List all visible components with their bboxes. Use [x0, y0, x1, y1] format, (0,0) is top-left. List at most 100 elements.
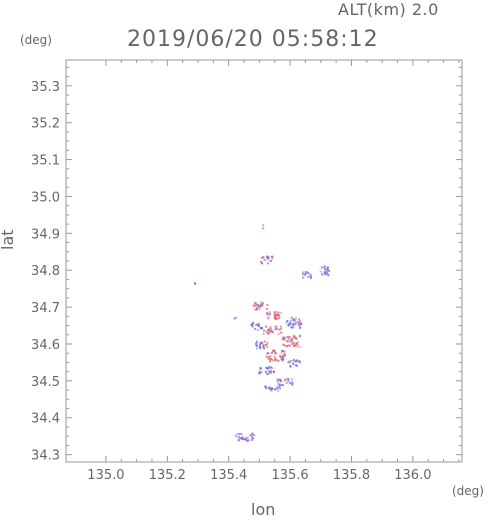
x-axis-label: lon: [251, 500, 276, 519]
y-tick-label: 34.7: [31, 301, 60, 316]
echo-pixel: [259, 345, 261, 348]
echo-pixel: [326, 267, 329, 270]
echo-pixel: [265, 343, 268, 346]
echo-pixel: [295, 342, 298, 345]
echo-pixel: [275, 318, 278, 321]
echo-pixel: [277, 359, 280, 362]
echo-pixel: [287, 337, 290, 340]
echo-pixel: [298, 345, 301, 348]
y-tick-label: 35.2: [31, 117, 60, 132]
echo-pixel: [265, 366, 268, 369]
echo-pixel: [292, 362, 294, 365]
echo-pixel: [320, 266, 323, 269]
echo-pixel: [237, 439, 240, 442]
echo-pixel: [268, 352, 271, 355]
echo-pixel: [269, 360, 271, 363]
echo-pixel: [281, 343, 284, 346]
echo-pixel: [287, 379, 290, 382]
echo-pixel: [321, 273, 324, 276]
echo-pixel: [236, 433, 239, 435]
echo-pixel: [267, 257, 270, 260]
x-tick-label: 135.4: [210, 468, 247, 483]
echo-pixel: [290, 360, 293, 363]
echo-pixel: [285, 378, 288, 381]
echo-pixel: [278, 328, 281, 331]
echo-pixel: [270, 371, 273, 374]
echo-pixel: [283, 379, 286, 382]
echo-pixel: [294, 323, 297, 326]
echo-pixel: [285, 382, 288, 384]
echo-pixel: [269, 355, 272, 358]
echo-pixel: [268, 387, 270, 389]
echo-pixel: [255, 303, 258, 306]
echo-pixel: [289, 365, 292, 368]
echo-pixel: [279, 378, 282, 381]
echo-pixel: [279, 355, 282, 357]
echo-pixel: [276, 387, 279, 390]
echo-pixel: [325, 273, 328, 276]
echo-pixel: [265, 387, 268, 390]
echo-pixel: [266, 313, 269, 316]
echo-pixel: [291, 338, 294, 340]
echo-pixel: [269, 259, 272, 262]
x-tick-label: 136.0: [394, 468, 431, 483]
echo-pixel: [277, 378, 280, 381]
echo-pixel: [269, 367, 272, 370]
echo-pixel: [296, 321, 299, 324]
echo-pixel: [286, 340, 289, 343]
echo-pixel: [255, 347, 258, 350]
echo-pixel: [271, 257, 274, 260]
echo-pixel: [268, 311, 271, 314]
y-tick-label: 34.3: [31, 449, 60, 464]
echo-pixel: [249, 434, 252, 437]
echo-pixel: [258, 307, 261, 310]
echo-pixel: [299, 320, 302, 323]
echo-pixel: [261, 304, 263, 307]
x-tick-label: 135.0: [87, 468, 124, 483]
echo-pixel: [256, 340, 258, 343]
echo-pixel: [270, 358, 273, 361]
echo-pixel: [250, 434, 253, 437]
echo-pixel: [274, 359, 276, 362]
echo-pixel: [295, 360, 297, 363]
echo-pixel: [301, 273, 304, 276]
echo-pixel: [309, 275, 312, 277]
echo-pixel: [292, 358, 295, 361]
echo-pixel: [309, 273, 312, 276]
echo-pixel: [294, 364, 297, 366]
echo-pixel: [280, 332, 283, 335]
echo-pixel: [259, 347, 262, 350]
echo-pixel: [270, 255, 273, 258]
echo-pixel: [319, 270, 322, 273]
echo-pixel: [298, 318, 301, 321]
echo-pixel: [283, 354, 286, 357]
echo-pixel: [291, 343, 294, 346]
x-tick-label: 135.6: [271, 468, 308, 483]
echo-pixel: [275, 358, 278, 361]
echo-pixel: [304, 274, 307, 277]
echo-pixel: [263, 329, 265, 332]
echo-pixel: [251, 432, 254, 435]
echo-pixel: [244, 438, 247, 441]
echo-pixel: [297, 320, 300, 323]
echo-pixel: [277, 313, 280, 316]
echo-pixel: [268, 372, 271, 375]
echo-pixel: [255, 323, 258, 326]
echo-pixel: [327, 269, 330, 272]
echo-pixel: [288, 344, 291, 347]
echo-pixel: [289, 322, 292, 325]
y-tick-label: 34.6: [31, 338, 60, 353]
echo-pixel: [290, 316, 293, 319]
echo-pixel: [288, 337, 291, 340]
echo-pixel: [307, 276, 310, 278]
echo-pixel: [260, 301, 263, 304]
echo-pixel: [281, 354, 284, 357]
echo-pixel: [266, 311, 268, 314]
echo-pixel: [281, 349, 284, 352]
echo-pixel: [302, 271, 305, 274]
echo-pixel: [265, 331, 268, 334]
echo-pixel: [253, 303, 256, 306]
echo-pixel: [277, 311, 280, 314]
echo-pixel: [260, 260, 263, 263]
